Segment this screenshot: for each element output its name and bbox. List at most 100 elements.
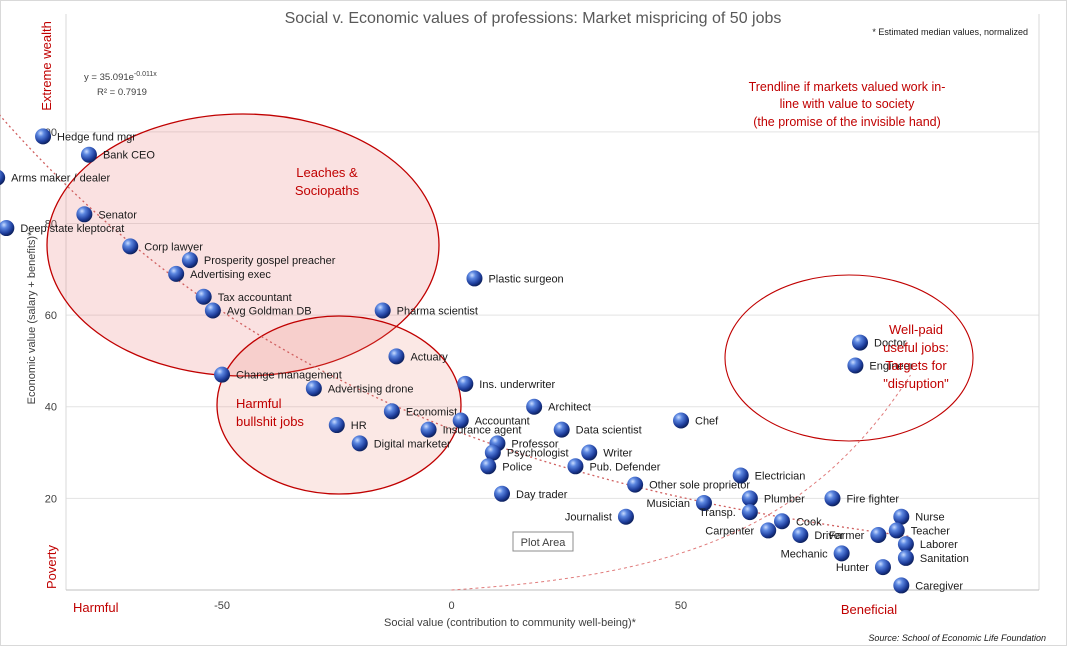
label-architect: Architect bbox=[548, 402, 591, 414]
y-end-label-wealth: Extreme wealth bbox=[39, 21, 54, 111]
marker-cook bbox=[773, 513, 790, 530]
plot-area-tag-text: Plot Area bbox=[521, 537, 567, 549]
point-doctor: Doctor bbox=[852, 334, 907, 351]
point-musician: Musician bbox=[647, 494, 712, 511]
label-musician: Musician bbox=[647, 498, 690, 510]
marker-insurance-agent bbox=[420, 421, 437, 438]
label-data-scientist: Data scientist bbox=[576, 425, 642, 437]
marker-pharma-scientist bbox=[374, 302, 391, 319]
point-ins-underwriter: Ins. underwriter bbox=[457, 375, 555, 392]
label-ins-underwriter: Ins. underwriter bbox=[479, 379, 555, 391]
point-plumber: Plumber bbox=[741, 490, 805, 507]
point-police: Police bbox=[480, 458, 532, 475]
point-advertising-exec: Advertising exec bbox=[168, 265, 271, 282]
label-corp-lawyer: Corp lawyer bbox=[144, 241, 203, 253]
marker-change-management bbox=[214, 366, 231, 383]
leaches-label: Leaches & Sociopaths bbox=[295, 165, 360, 198]
point-avg-goldman-db: Avg Goldman DB bbox=[204, 302, 312, 319]
y-tick-label-40: 40 bbox=[45, 402, 57, 414]
useful-label-line-3: Targets for bbox=[885, 358, 947, 373]
marker-hr bbox=[328, 417, 345, 434]
label-psychologist: Psychologist bbox=[507, 448, 569, 460]
point-carpenter: Carpenter bbox=[705, 522, 777, 539]
point-actuary: Actuary bbox=[388, 348, 448, 365]
label-caregiver: Caregiver bbox=[915, 580, 963, 592]
marker-accountant bbox=[452, 412, 469, 429]
marker-advertising-exec bbox=[168, 265, 185, 282]
marker-digital-marketer bbox=[351, 435, 368, 452]
label-senator: Senator bbox=[98, 209, 137, 221]
marker-prosperity-gospel-preacher bbox=[181, 252, 198, 269]
x-axis-title: Social value (contribution to community … bbox=[384, 617, 637, 629]
point-digital-marketer: Digital marketer bbox=[351, 435, 451, 452]
marker-driver bbox=[792, 527, 809, 544]
trendline-fitted bbox=[0, 114, 911, 538]
label-hedge-fund-mgr: Hedge fund mgr bbox=[57, 131, 136, 143]
marker-bank-ceo bbox=[80, 146, 97, 163]
marker-plastic-surgeon bbox=[466, 270, 483, 287]
marker-plumber bbox=[741, 490, 758, 507]
marker-actuary bbox=[388, 348, 405, 365]
source-note: Source: School of Economic Life Foundati… bbox=[868, 633, 1046, 643]
plot-area-tag: Plot Area bbox=[512, 531, 574, 552]
point-electrician: Electrician bbox=[732, 467, 805, 484]
marker-avg-goldman-db bbox=[204, 302, 221, 319]
marker-carpenter bbox=[760, 522, 777, 539]
marker-arms-maker-dealer bbox=[0, 170, 6, 186]
point-writer: Writer bbox=[581, 444, 633, 461]
point-fire-fighter: Fire fighter bbox=[824, 490, 899, 507]
label-insurance-agent: Insurance agent bbox=[443, 425, 522, 437]
marker-fire-fighter bbox=[824, 490, 841, 507]
label-writer: Writer bbox=[603, 448, 632, 460]
point-nurse: Nurse bbox=[893, 508, 945, 525]
point-chef: Chef bbox=[673, 412, 719, 429]
marker-hedge-fund-mgr bbox=[35, 128, 52, 145]
trendline-ideal bbox=[451, 374, 911, 591]
point-insurance-agent: Insurance agent bbox=[420, 421, 522, 438]
y-axis-title: Economic value (salary + benefits)* bbox=[26, 231, 38, 404]
marker-journalist bbox=[617, 508, 634, 525]
point-plastic-surgeon: Plastic surgeon bbox=[466, 270, 564, 287]
point-architect: Architect bbox=[526, 398, 591, 415]
x-tick-label-50: 50 bbox=[675, 600, 687, 612]
label-other-sole-proprietor: Other sole proprietor bbox=[649, 480, 750, 492]
label-advertising-exec: Advertising exec bbox=[190, 269, 271, 281]
useful-label-line-4: "disruption" bbox=[883, 376, 949, 391]
point-farmer: Farmer bbox=[829, 527, 887, 544]
label-plastic-surgeon: Plastic surgeon bbox=[488, 273, 563, 285]
point-tax-accountant: Tax accountant bbox=[195, 288, 292, 305]
point-prosperity-gospel-preacher: Prosperity gospel preacher bbox=[181, 252, 336, 269]
point-hr: HR bbox=[328, 417, 367, 434]
label-prosperity-gospel-preacher: Prosperity gospel preacher bbox=[204, 255, 336, 267]
chart-title: Social v. Economic values of professions… bbox=[285, 10, 782, 27]
marker-architect bbox=[526, 398, 543, 415]
label-hunter: Hunter bbox=[836, 562, 869, 574]
bullshit-label-line-2: bullshit jobs bbox=[236, 414, 304, 429]
marker-pub-defender bbox=[567, 458, 584, 475]
marker-sanitation bbox=[897, 549, 914, 566]
label-economist: Economist bbox=[406, 406, 457, 418]
useful-region bbox=[724, 274, 974, 442]
label-avg-goldman-db: Avg Goldman DB bbox=[227, 306, 312, 318]
point-deep-state-kleptocrat: Deep state kleptocrat bbox=[0, 220, 124, 237]
point-corp-lawyer: Corp lawyer bbox=[122, 238, 203, 255]
marker-teacher bbox=[888, 522, 905, 539]
point-advertising-drone: Advertising drone bbox=[305, 380, 413, 397]
ideal-line-label: Trendline if markets valued work in- lin… bbox=[749, 80, 946, 129]
label-arms-maker-dealer: Arms maker / dealer bbox=[11, 173, 110, 185]
point-arms-maker-dealer: Arms maker / dealer bbox=[0, 170, 111, 186]
point-psychologist: Psychologist bbox=[484, 444, 569, 461]
point-senator: Senator bbox=[76, 206, 137, 223]
points-layer: Hedge fund mgr Bank CEO Arms maker / deale… bbox=[0, 128, 969, 594]
bullshit-label-line-1: Harmful bbox=[236, 396, 282, 411]
y-tick-label-80: 80 bbox=[45, 218, 57, 230]
point-day-trader: Day trader bbox=[494, 485, 568, 502]
marker-transp bbox=[741, 504, 758, 521]
leaches-region bbox=[46, 113, 440, 377]
point-economist: Economist bbox=[383, 403, 457, 420]
trend-equation-exponent: -0.011x bbox=[134, 71, 157, 78]
label-doctor: Doctor bbox=[874, 338, 907, 350]
leaches-label-line-1: Leaches & bbox=[296, 165, 358, 180]
x-end-label-beneficial: Beneficial bbox=[841, 602, 897, 617]
